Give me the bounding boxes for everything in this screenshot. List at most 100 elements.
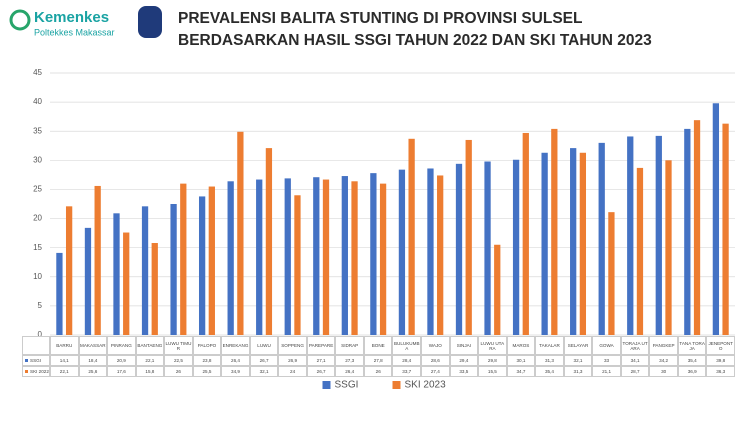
x-tick-label: PINRANG <box>107 336 136 355</box>
bar <box>284 178 291 335</box>
x-tick-label: BARRU <box>50 336 79 355</box>
data-label: 14,1 <box>50 355 79 366</box>
x-tick-label: PANGKEP <box>649 336 678 355</box>
bar <box>227 181 234 335</box>
data-label: 17,6 <box>107 366 136 377</box>
bar <box>627 136 634 335</box>
bar <box>408 138 415 335</box>
bar <box>341 176 348 335</box>
data-label: 25,6 <box>78 366 108 377</box>
legend-swatch <box>25 359 28 362</box>
data-label: 34,2 <box>649 355 678 366</box>
bar <box>237 131 244 335</box>
x-tick-label: WAJO <box>421 336 450 355</box>
legend-swatch <box>392 381 401 389</box>
chart-title: BERDASARKAN HASIL SSGI TAHUN 2022 DAN SK… <box>178 32 652 49</box>
bar <box>484 161 491 335</box>
bar <box>684 128 691 335</box>
y-tick-label: 40 <box>33 97 42 106</box>
data-label: 26,7 <box>306 366 336 377</box>
bar <box>512 159 520 335</box>
data-label: 33,5 <box>449 366 479 377</box>
data-label: 22,1 <box>50 366 79 377</box>
data-label: 27,1 <box>306 355 336 366</box>
data-label: 27,3 <box>335 355 364 366</box>
table-row-label: SKI 2022 <box>22 366 50 377</box>
data-label: 32,1 <box>563 355 593 366</box>
data-label: 26,9 <box>278 355 307 366</box>
emblem <box>138 6 162 38</box>
legend-swatch <box>25 370 28 373</box>
bar <box>94 185 101 335</box>
bar <box>465 139 472 335</box>
bar <box>693 120 701 335</box>
bar <box>123 232 130 335</box>
bar <box>551 128 558 335</box>
bar <box>170 204 177 335</box>
bar <box>541 152 548 335</box>
bar <box>113 213 120 335</box>
data-label: 36,3 <box>706 366 735 377</box>
bar <box>598 142 605 335</box>
data-label: 29,4 <box>449 355 479 366</box>
data-label: 15,8 <box>135 366 165 377</box>
bar <box>65 206 73 335</box>
y-tick-label: 0 <box>38 330 43 339</box>
x-tick-label: MAKASSAR <box>78 336 108 355</box>
bar <box>379 183 387 335</box>
bar <box>322 179 330 335</box>
x-tick-label: JENEPONTO <box>706 336 735 355</box>
x-tick-label: LUWU UTARA <box>478 336 507 355</box>
bar <box>665 160 672 335</box>
legend-label: SKI 2023 <box>405 380 447 391</box>
bar <box>84 227 92 335</box>
x-tick-label: TANA TORAJA <box>677 336 707 355</box>
x-tick-label: SELAYAR <box>563 336 593 355</box>
bar <box>180 183 187 335</box>
data-label: 28,7 <box>620 366 650 377</box>
data-label: 21,1 <box>592 366 621 377</box>
data-label: 31,3 <box>535 355 564 366</box>
data-label: 26,7 <box>249 355 279 366</box>
bar <box>427 168 434 335</box>
data-label: 39,8 <box>706 355 735 366</box>
data-label: 23,8 <box>192 355 222 366</box>
row-label: SKI 2022 <box>30 369 49 374</box>
data-label: 34,7 <box>506 366 536 377</box>
bar <box>494 244 501 335</box>
bar <box>522 132 529 335</box>
bar <box>370 173 377 335</box>
bar <box>313 177 320 335</box>
data-label: 22,5 <box>164 355 193 366</box>
x-tick-label: TAKALAR <box>535 336 564 355</box>
bar <box>437 175 444 335</box>
bar <box>712 103 720 335</box>
row-label: SSGI <box>30 358 41 363</box>
table-row-label: SSGI <box>22 355 50 366</box>
bar <box>198 196 206 335</box>
table-corner <box>22 336 50 355</box>
bar <box>208 186 215 335</box>
data-label: 26 <box>363 366 393 377</box>
bar <box>655 135 662 335</box>
bar <box>570 148 577 335</box>
data-label: 32,1 <box>249 366 279 377</box>
data-label: 35,4 <box>535 366 564 377</box>
data-label: 30 <box>649 366 678 377</box>
y-tick-label: 20 <box>33 214 42 223</box>
bar <box>455 163 463 335</box>
data-label: 33 <box>592 355 621 366</box>
x-tick-label: MAROS <box>506 336 536 355</box>
data-label: 15,5 <box>478 366 507 377</box>
x-tick-label: LUWU <box>249 336 279 355</box>
x-tick-label: SOPPENG <box>278 336 307 355</box>
data-label: 28,6 <box>421 355 450 366</box>
y-tick-label: 5 <box>38 301 43 310</box>
bar <box>351 181 358 335</box>
data-label: 29,8 <box>478 355 507 366</box>
data-label: 24 <box>278 366 307 377</box>
x-tick-label: PAREPARE <box>306 336 336 355</box>
data-label: 27,8 <box>363 355 393 366</box>
bar <box>636 167 644 335</box>
